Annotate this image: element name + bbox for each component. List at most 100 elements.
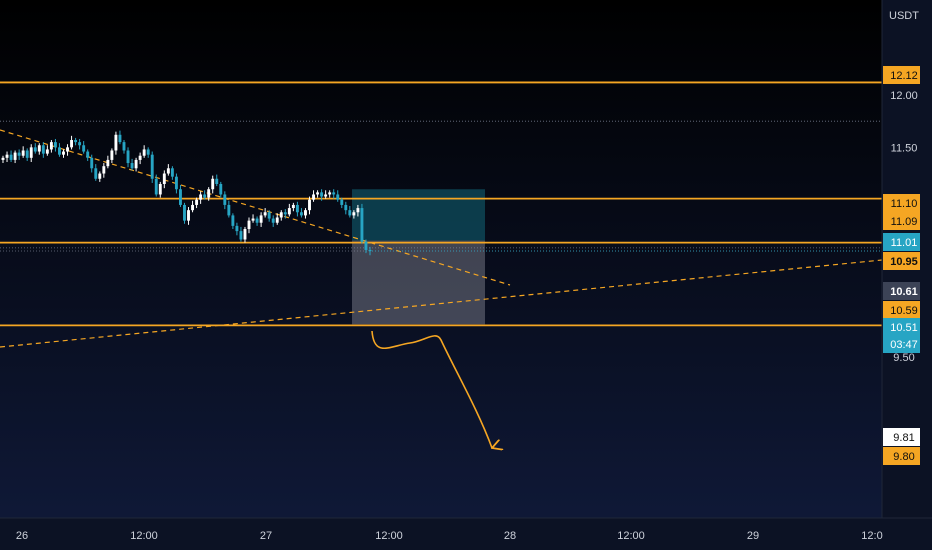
candle-body	[166, 168, 170, 174]
candle-body	[243, 229, 247, 240]
candle-body	[70, 140, 74, 148]
candle-body	[187, 210, 190, 221]
price-tag-label: 10.51	[890, 322, 918, 334]
candle-body	[158, 183, 162, 195]
candle-body	[360, 208, 364, 242]
candle-body	[304, 210, 307, 216]
candle-body	[211, 178, 215, 190]
price-tag: 11.01	[883, 233, 920, 251]
candle-body	[195, 199, 199, 205]
candle-body	[82, 145, 86, 152]
trendlines[interactable]	[0, 129, 883, 348]
candle-body	[178, 189, 182, 205]
price-tag-label: 10.59	[890, 305, 918, 317]
candle-body	[74, 140, 78, 143]
projection-path[interactable]	[371, 330, 492, 448]
y-tick-label: 11.50	[891, 142, 918, 154]
candle-body	[170, 168, 174, 177]
candle-body	[37, 145, 41, 152]
take-profit-zone[interactable]	[352, 240, 485, 325]
price-tag-label: 10.95	[890, 256, 918, 268]
candle-body	[174, 176, 178, 190]
price-tag-box	[883, 282, 920, 300]
candle-body	[287, 208, 291, 215]
candle-body	[53, 142, 57, 148]
price-tag-box	[883, 194, 920, 212]
candle-body	[368, 249, 372, 252]
price-tag-label: 03:47	[890, 339, 918, 351]
candle-body	[138, 155, 142, 160]
candle-body	[29, 147, 33, 158]
candle-body	[364, 241, 368, 250]
candle-body	[324, 194, 328, 197]
candle-body	[33, 147, 37, 152]
candle-body	[299, 212, 303, 216]
price-tag: 03:47	[883, 335, 920, 353]
position-zones	[352, 189, 485, 325]
time-axis[interactable]: 26 12:00 27 12:00 28 12:00 29 12:0	[16, 530, 883, 542]
descending-trendline[interactable]	[0, 129, 511, 286]
currency-label: USDT	[889, 10, 919, 22]
candle-body	[328, 192, 332, 195]
candle-body	[1, 157, 5, 160]
candle-body	[21, 150, 25, 156]
price-tag: 11.09	[883, 212, 920, 230]
y-tick-label: 9.50	[893, 352, 914, 364]
price-tag-label: 12.12	[890, 70, 918, 82]
candle-body	[142, 149, 146, 156]
x-tick-label: 28	[504, 530, 516, 542]
candle-body	[49, 142, 53, 150]
candle-body	[275, 217, 279, 223]
candle-body	[110, 150, 114, 160]
candle-body	[320, 192, 324, 197]
candle-body	[9, 154, 13, 160]
price-tag: 10.59	[883, 301, 920, 319]
candle-body	[146, 149, 150, 155]
candle-body	[332, 192, 336, 195]
price-tag-label: 11.09	[891, 216, 918, 228]
candle-body	[154, 178, 158, 195]
x-tick-label: 27	[260, 530, 272, 542]
stop-loss-zone[interactable]	[352, 189, 485, 241]
candle-body	[17, 152, 21, 156]
price-tag-box	[883, 318, 920, 336]
time-axis-background	[0, 518, 932, 550]
candle-body	[279, 212, 283, 218]
candle-body	[263, 212, 267, 216]
candle-body	[259, 215, 263, 223]
candle-body	[5, 154, 9, 158]
price-tag-box	[883, 301, 920, 319]
candle-body	[78, 142, 82, 146]
candle-body	[283, 212, 287, 215]
horizontal-levels[interactable]	[0, 81, 882, 327]
price-tag: 10.51	[883, 318, 920, 336]
candle-body	[267, 212, 271, 219]
candle-body	[251, 218, 255, 221]
candle-body	[340, 199, 344, 205]
x-tick-label: 26	[16, 530, 28, 542]
candle-body	[13, 152, 17, 160]
price-tag: 9.81	[883, 428, 920, 446]
x-tick-label: 12:0	[861, 530, 882, 542]
price-tag: 9.80	[883, 447, 920, 465]
price-tag-label: 10.61	[890, 286, 918, 298]
candle-body	[94, 168, 98, 179]
candle-body	[231, 215, 235, 226]
candle-body	[150, 154, 154, 179]
candle-body	[219, 183, 223, 195]
candle-body	[203, 194, 207, 198]
x-tick-label: 12:00	[130, 530, 158, 542]
candle-body	[344, 204, 348, 211]
candle-body	[352, 212, 356, 216]
candle-body	[122, 142, 126, 151]
candle-body	[255, 218, 259, 223]
price-tag: 10.95	[883, 252, 920, 270]
ascending-trendline[interactable]	[0, 259, 883, 348]
candle-body	[207, 189, 211, 198]
candle-body	[102, 166, 106, 174]
price-tag-box	[883, 212, 920, 230]
candle-body	[114, 134, 118, 151]
candle-body	[90, 157, 94, 169]
